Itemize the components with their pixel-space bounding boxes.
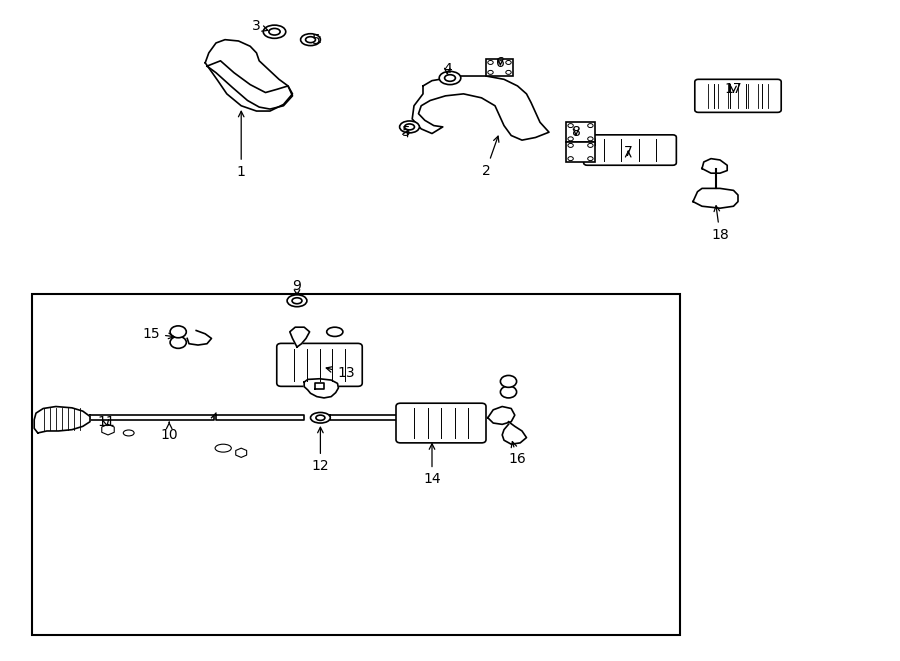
Text: 15: 15	[142, 327, 174, 341]
Polygon shape	[330, 415, 410, 420]
Text: 7: 7	[624, 145, 633, 159]
Polygon shape	[412, 76, 549, 140]
Circle shape	[488, 61, 493, 64]
Circle shape	[568, 137, 573, 141]
Text: 2: 2	[482, 136, 499, 178]
Text: 11: 11	[97, 414, 115, 429]
Bar	[486, 59, 513, 75]
Ellipse shape	[316, 415, 325, 420]
Polygon shape	[702, 159, 727, 173]
Polygon shape	[693, 188, 738, 208]
Ellipse shape	[123, 430, 134, 436]
Ellipse shape	[439, 71, 461, 85]
FancyBboxPatch shape	[277, 344, 362, 386]
Text: 13: 13	[326, 366, 356, 381]
Circle shape	[170, 336, 186, 348]
Circle shape	[588, 124, 593, 128]
FancyBboxPatch shape	[396, 403, 486, 443]
Polygon shape	[587, 139, 595, 145]
Polygon shape	[216, 415, 304, 420]
Text: 8: 8	[572, 125, 580, 139]
Ellipse shape	[301, 34, 320, 46]
Polygon shape	[34, 407, 90, 433]
Circle shape	[588, 143, 593, 147]
Circle shape	[506, 71, 511, 74]
Ellipse shape	[445, 75, 455, 81]
Polygon shape	[207, 61, 292, 109]
Polygon shape	[90, 415, 214, 420]
Circle shape	[568, 157, 573, 161]
Circle shape	[568, 143, 573, 147]
Ellipse shape	[215, 444, 231, 452]
Text: 17: 17	[724, 82, 742, 97]
Circle shape	[588, 137, 593, 141]
Circle shape	[170, 326, 186, 338]
Ellipse shape	[305, 37, 315, 43]
Circle shape	[506, 61, 511, 64]
Polygon shape	[205, 40, 292, 111]
Text: 5: 5	[312, 32, 321, 47]
Polygon shape	[315, 383, 324, 389]
Circle shape	[500, 375, 517, 387]
Circle shape	[500, 386, 517, 398]
Text: 5: 5	[402, 125, 411, 139]
Polygon shape	[304, 379, 338, 398]
Ellipse shape	[292, 297, 302, 303]
Polygon shape	[488, 407, 515, 424]
Bar	[566, 122, 595, 142]
Polygon shape	[290, 327, 310, 347]
Text: 6: 6	[496, 56, 505, 71]
Polygon shape	[502, 422, 526, 444]
Text: 9: 9	[292, 278, 302, 293]
Bar	[566, 142, 595, 162]
Ellipse shape	[269, 28, 280, 35]
Text: 1: 1	[237, 111, 246, 179]
FancyBboxPatch shape	[695, 79, 781, 112]
Text: 18: 18	[711, 206, 729, 242]
Ellipse shape	[327, 327, 343, 336]
Text: 16: 16	[508, 442, 526, 467]
Ellipse shape	[287, 295, 307, 307]
Ellipse shape	[404, 124, 414, 130]
Ellipse shape	[310, 412, 330, 423]
Circle shape	[588, 157, 593, 161]
Text: 12: 12	[311, 427, 329, 473]
Text: 3: 3	[252, 19, 268, 34]
Text: 14: 14	[423, 444, 441, 486]
Text: 4: 4	[443, 62, 452, 77]
FancyBboxPatch shape	[583, 135, 677, 165]
Ellipse shape	[400, 121, 419, 133]
Bar	[32, 294, 680, 635]
Text: 10: 10	[160, 422, 178, 442]
Circle shape	[488, 71, 493, 74]
Ellipse shape	[263, 25, 286, 38]
Circle shape	[568, 124, 573, 128]
